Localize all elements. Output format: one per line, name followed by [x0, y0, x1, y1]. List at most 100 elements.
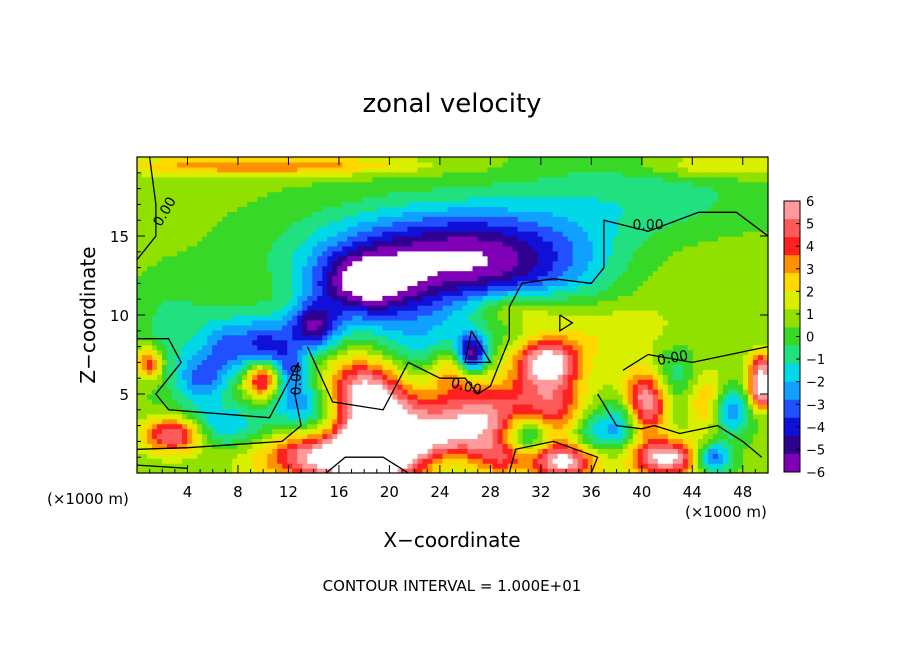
field-cell: [552, 280, 559, 286]
field-cell: [552, 310, 559, 316]
field-cell: [447, 319, 454, 326]
field-cell: [342, 443, 348, 449]
field-cell: [657, 285, 664, 291]
field-cell: [567, 324, 574, 331]
field-cell: [597, 339, 604, 346]
field-cell: [342, 364, 348, 370]
field-cell: [252, 349, 258, 356]
field-cell: [422, 413, 429, 420]
field-cell: [272, 310, 278, 316]
field-cell: [512, 275, 519, 282]
field-cell: [597, 428, 604, 435]
field-cell: [502, 339, 509, 346]
field-cell: [402, 369, 409, 375]
field-cell: [192, 394, 198, 400]
field-cell: [167, 398, 173, 405]
field-cell: [352, 428, 358, 435]
field-cell: [382, 384, 388, 390]
field-cell: [307, 300, 313, 306]
field-cell: [357, 305, 363, 311]
field-cell: [362, 423, 368, 430]
field-cell: [677, 369, 684, 375]
field-cell: [677, 384, 684, 390]
field-cell: [727, 305, 734, 311]
field-cell: [272, 394, 278, 400]
field-cell: [192, 418, 198, 425]
field-cell: [522, 389, 529, 395]
field-cell: [542, 280, 549, 286]
field-cell: [407, 403, 414, 410]
field-cell: [272, 379, 278, 385]
field-cell: [327, 448, 333, 454]
field-cell: [717, 319, 724, 326]
field-cell: [357, 275, 363, 282]
field-cell: [147, 418, 153, 425]
field-cell: [552, 384, 559, 390]
field-cell: [402, 319, 409, 326]
field-cell: [287, 468, 293, 473]
field-cell: [152, 295, 158, 301]
field-cell: [597, 319, 604, 326]
field-cell: [307, 453, 313, 459]
field-cell: [477, 443, 484, 449]
field-cell: [222, 364, 228, 370]
field-cell: [497, 418, 504, 425]
field-cell: [257, 453, 263, 459]
field-cell: [657, 394, 664, 400]
field-cell: [452, 463, 459, 469]
field-cell: [262, 428, 268, 435]
field-cell: [352, 403, 358, 410]
field-cell: [147, 280, 153, 286]
field-cell: [702, 285, 709, 291]
field-cell: [312, 354, 318, 361]
field-cell: [742, 324, 749, 331]
field-cell: [427, 354, 434, 361]
field-cell: [402, 389, 409, 395]
field-cell: [317, 423, 323, 430]
field-cell: [177, 339, 183, 346]
field-cell: [572, 369, 579, 375]
field-cell: [732, 280, 739, 286]
field-cell: [297, 315, 303, 321]
field-cell: [732, 329, 739, 336]
field-cell: [447, 290, 454, 296]
field-cell: [537, 443, 544, 449]
field-cell: [707, 374, 714, 380]
field-cell: [607, 324, 614, 331]
field-cell: [407, 369, 414, 375]
field-cell: [292, 280, 298, 286]
field-cell: [407, 423, 414, 430]
field-cell: [612, 280, 619, 286]
field-cell: [297, 428, 303, 435]
field-cell: [202, 453, 208, 459]
field-cell: [637, 403, 644, 410]
field-cell: [212, 310, 218, 316]
field-cell: [437, 428, 444, 435]
field-cell: [342, 428, 348, 435]
field-cell: [152, 359, 158, 365]
field-cell: [567, 280, 574, 286]
field-cell: [272, 280, 278, 286]
field-cell: [592, 364, 599, 370]
field-cell: [682, 324, 689, 331]
field-cell: [312, 379, 318, 385]
field-cell: [432, 364, 439, 370]
field-cell: [462, 319, 469, 326]
field-cell: [362, 295, 368, 301]
field-cell: [177, 408, 183, 415]
field-cell: [712, 443, 719, 449]
field-cell: [642, 354, 649, 361]
field-cell: [402, 315, 409, 321]
field-cell: [477, 339, 484, 346]
field-cell: [597, 413, 604, 420]
field-cell: [732, 295, 739, 301]
field-cell: [307, 315, 313, 321]
field-cell: [432, 403, 439, 410]
field-cell: [282, 453, 288, 459]
field-cell: [672, 329, 679, 336]
field-cell: [422, 453, 429, 459]
field-cell: [687, 418, 694, 425]
field-cell: [267, 463, 273, 469]
field-cell: [662, 305, 669, 311]
field-cell: [137, 334, 143, 341]
